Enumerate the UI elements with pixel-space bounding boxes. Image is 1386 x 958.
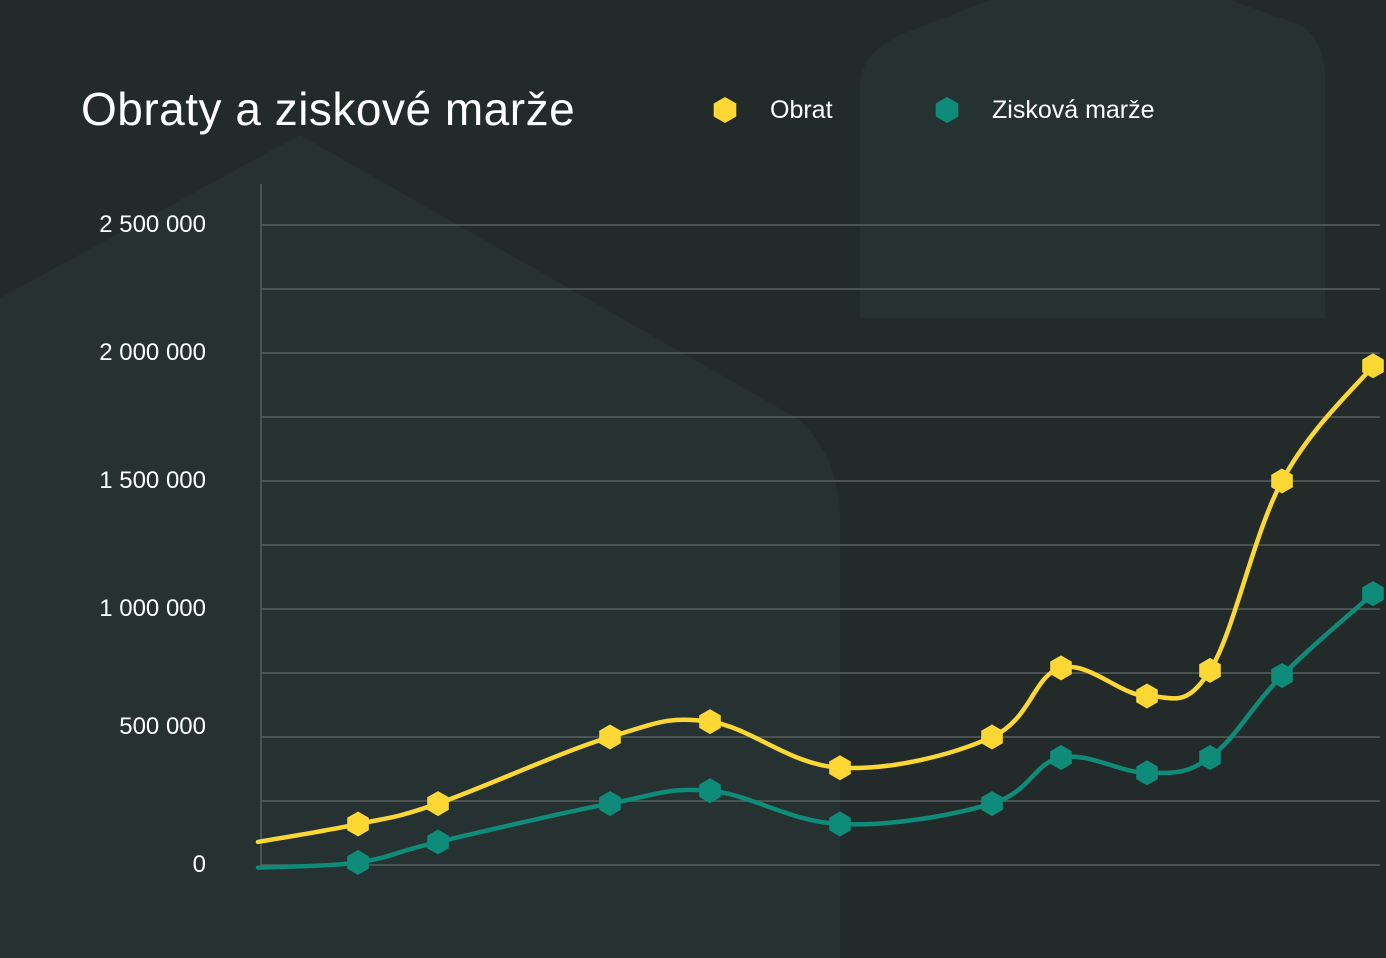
legend-label-marze: Zisková marže (992, 95, 1155, 124)
page-title: Obraty a ziskové marže (81, 83, 576, 135)
y-tick-label: 1 000 000 (99, 595, 206, 622)
data-point-obrat (599, 724, 621, 750)
data-point-obrat (1271, 468, 1293, 494)
background-shape (0, 135, 840, 958)
data-point-obrat (1136, 683, 1158, 709)
data-point-marze (1271, 663, 1293, 689)
data-point-obrat (1050, 655, 1072, 681)
data-point-obrat (427, 791, 449, 817)
background-shape (860, 0, 1325, 318)
data-point-marze (1136, 760, 1158, 786)
legend-marker-obrat-icon (713, 97, 737, 123)
data-point-obrat (699, 709, 721, 735)
data-point-obrat (981, 724, 1003, 750)
y-tick-label: 2 500 000 (99, 211, 206, 238)
legend-item-obrat: Obrat (710, 94, 833, 126)
data-point-marze (427, 829, 449, 855)
data-point-obrat (1362, 353, 1384, 379)
y-tick-label: 0 (192, 851, 206, 878)
data-point-marze (347, 849, 369, 875)
data-point-marze (829, 811, 851, 837)
data-point-marze (599, 791, 621, 817)
series-layer (255, 353, 1384, 875)
y-tick-label: 500 000 (119, 713, 206, 740)
legend-marker-marze-icon (935, 97, 959, 123)
y-tick-label: 1 500 000 (99, 467, 206, 494)
data-point-marze (699, 778, 721, 804)
data-point-marze (981, 791, 1003, 817)
legend-item-marze: Zisková marže (932, 94, 1155, 126)
y-tick-label: 2 000 000 (99, 339, 206, 366)
data-point-marze (1050, 745, 1072, 770)
data-point-obrat (1199, 657, 1221, 683)
data-point-marze (1362, 581, 1384, 607)
data-point-obrat (347, 811, 369, 837)
data-point-marze (1199, 745, 1221, 770)
legend-label-obrat: Obrat (770, 95, 833, 124)
data-point-obrat (829, 755, 851, 781)
